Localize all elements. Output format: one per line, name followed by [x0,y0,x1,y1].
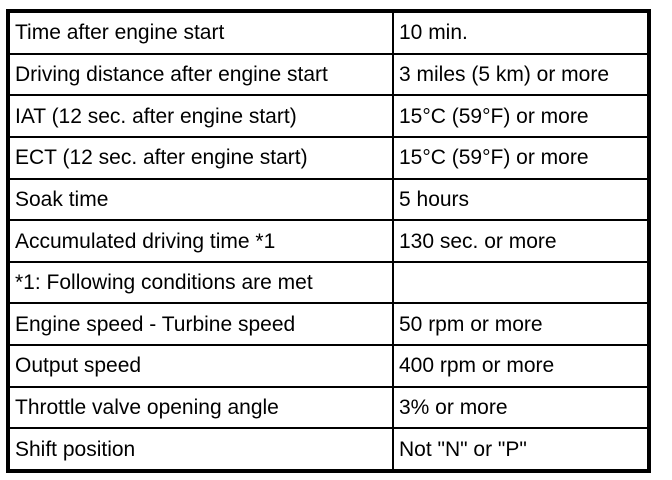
condition-cell: ECT (12 sec. after engine start) [15,146,308,170]
table-row: ECT (12 sec. after engine start) 15°C (5… [10,137,647,180]
condition-cell: *1: Following conditions are met [15,271,313,295]
table-row: Time after engine start 10 min. [10,13,647,55]
value-cell: Not "N" or "P" [392,429,647,470]
table-row: Output speed 400 rpm or more [10,346,647,388]
value-cell [392,262,647,303]
value-cell: 15°C (59°F) or more [392,137,647,178]
value-cell: 3 miles (5 km) or more [392,54,647,95]
value-cell: 10 min. [392,13,647,53]
condition-cell: Driving distance after engine start [15,62,328,86]
condition-cell: Accumulated driving time *1 [15,229,276,253]
table-row: Shift position Not "N" or "P" [10,429,647,470]
table-row: *1: Following conditions are met [10,262,647,305]
value-cell: 50 rpm or more [392,304,647,345]
condition-cell: Throttle valve opening angle [15,396,279,420]
table-row: IAT (12 sec. after engine start) 15°C (5… [10,96,647,138]
condition-cell: Engine speed - Turbine speed [15,312,296,336]
value-cell: 3% or more [392,387,647,428]
condition-cell: Output speed [15,354,142,378]
value-cell: 130 sec. or more [392,221,647,261]
conditions-table: Time after engine start 10 min. Driving … [6,9,651,473]
table-row: Soak time 5 hours [10,179,647,222]
table-row: Driving distance after engine start 3 mi… [10,54,647,97]
condition-cell: IAT (12 sec. after engine start) [15,104,297,128]
condition-cell: Time after engine start [15,21,225,45]
value-cell: 5 hours [392,179,647,220]
value-cell: 400 rpm or more [392,346,647,386]
condition-cell: Shift position [15,437,136,461]
condition-cell: Soak time [15,187,109,211]
value-cell: 15°C (59°F) or more [392,96,647,136]
table-row: Accumulated driving time *1 130 sec. or … [10,221,647,263]
table-row: Throttle valve opening angle 3% or more [10,387,647,430]
table-row: Engine speed - Turbine speed 50 rpm or m… [10,304,647,347]
